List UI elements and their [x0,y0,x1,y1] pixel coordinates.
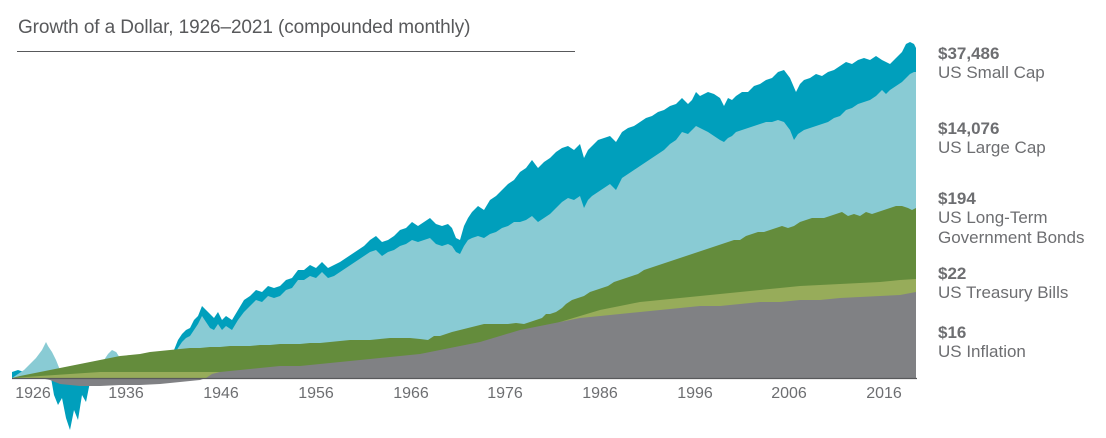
x-tick-2016: 2016 [866,385,902,402]
legend-label: US Large Cap [938,138,1046,157]
legend-label-line2: Government Bonds [938,228,1085,247]
series-us-inflation [12,292,916,386]
x-tick-1926: 1926 [15,385,51,402]
legend-value: $14,076 [938,119,1000,138]
legend-value: $16 [938,323,967,342]
legend-item-us-inflation: $16 US Inflation [938,323,1026,362]
legend-item-us-small-cap: $37,486 US Small Cap [938,44,1045,83]
chart-title: Growth of a Dollar, 1926–2021 (compounde… [18,17,471,38]
x-tick-1936: 1936 [108,385,144,402]
legend-value: $22 [938,264,967,283]
x-tick-1966: 1966 [393,385,429,402]
x-tick-1996: 1996 [677,385,713,402]
x-tick-1986: 1986 [582,385,618,402]
legend-value: $194 [938,189,976,208]
legend-item-us-treasury-bills: $22 US Treasury Bills [938,264,1068,303]
x-tick-1946: 1946 [203,385,239,402]
title-underline [17,51,575,52]
legend-item-us-large-cap: $14,076 US Large Cap [938,119,1046,158]
legend-label: US Small Cap [938,63,1045,82]
legend-item-us-long-term-government-bonds: $194 US Long-Term Government Bonds [938,189,1084,248]
x-tick-2006: 2006 [771,385,807,402]
legend-label: US Inflation [938,342,1026,361]
legend-label: US Long-Term [938,208,1048,227]
legend-value: $37,486 [938,44,1000,63]
x-tick-1976: 1976 [487,385,523,402]
x-tick-1956: 1956 [298,385,334,402]
legend-label: US Treasury Bills [938,283,1069,302]
